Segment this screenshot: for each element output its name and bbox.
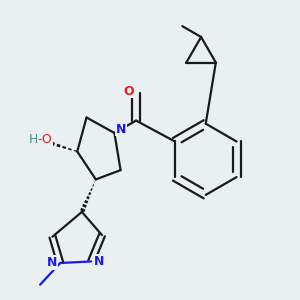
Text: N: N	[47, 256, 58, 269]
Text: -O: -O	[38, 133, 52, 146]
Text: N: N	[94, 255, 104, 268]
Text: O: O	[123, 85, 134, 98]
Text: N: N	[116, 123, 126, 136]
Text: H: H	[29, 133, 39, 146]
